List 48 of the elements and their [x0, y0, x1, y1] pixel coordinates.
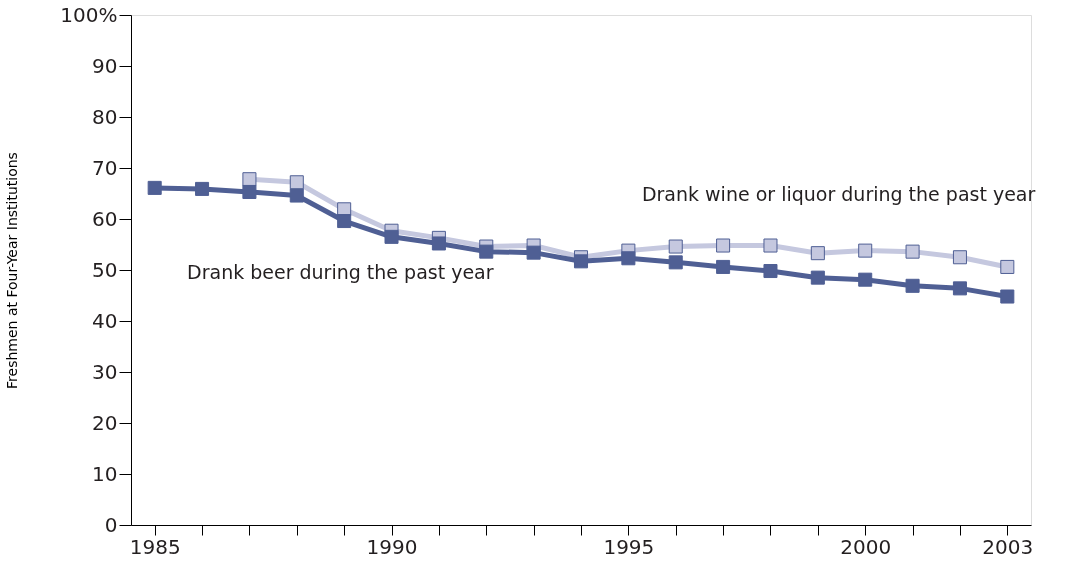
- point: [905, 244, 920, 259]
- point: [763, 264, 778, 279]
- point: [289, 175, 304, 190]
- point: [810, 246, 825, 261]
- y-tick-label: 30: [92, 359, 118, 384]
- x-tick-label: 1990: [366, 534, 418, 559]
- point: [573, 254, 589, 269]
- x-tick-label: 2003: [982, 534, 1034, 559]
- point: [716, 259, 731, 274]
- x-tick-label: 2000: [840, 534, 892, 559]
- x-tick-label: 1985: [129, 534, 181, 559]
- x-tick-label: 1995: [603, 534, 655, 559]
- point: [289, 188, 304, 203]
- point: [668, 255, 683, 270]
- y-tick-label: 0: [104, 512, 118, 537]
- point: [952, 281, 967, 296]
- y-tick-label: 50: [92, 257, 118, 282]
- y-tick-label: 40: [92, 308, 118, 333]
- point: [621, 251, 636, 266]
- y-tick-label: 70: [92, 155, 118, 180]
- y-axis-title: Freshmen at Four-Year Institutions: [4, 152, 21, 389]
- point: [858, 272, 873, 287]
- point: [763, 238, 778, 253]
- point: [337, 214, 352, 229]
- point: [242, 184, 257, 199]
- point: [1000, 289, 1015, 304]
- y-tick-label: 10: [92, 461, 118, 486]
- point: [716, 238, 731, 253]
- y-tick-label: 100%: [60, 2, 118, 27]
- point: [479, 244, 494, 259]
- y-tick-label: 20: [92, 410, 118, 435]
- y-tick-label: 90: [92, 53, 118, 78]
- point: [195, 181, 210, 196]
- point: [952, 250, 967, 265]
- point: [242, 172, 257, 187]
- point: [526, 245, 541, 260]
- text: Drank wine or liquor during the past year: [641, 182, 1036, 205]
- point: [858, 243, 873, 258]
- point: [905, 278, 920, 293]
- point: [384, 229, 399, 244]
- point: [810, 270, 825, 285]
- point: [147, 180, 162, 195]
- y-tick-label: 80: [92, 104, 118, 129]
- series-label: Drank beer during the past year: [187, 260, 494, 283]
- y-tick-label: 60: [92, 206, 118, 231]
- point: [431, 236, 446, 251]
- point: [1000, 259, 1015, 274]
- point: [668, 239, 683, 254]
